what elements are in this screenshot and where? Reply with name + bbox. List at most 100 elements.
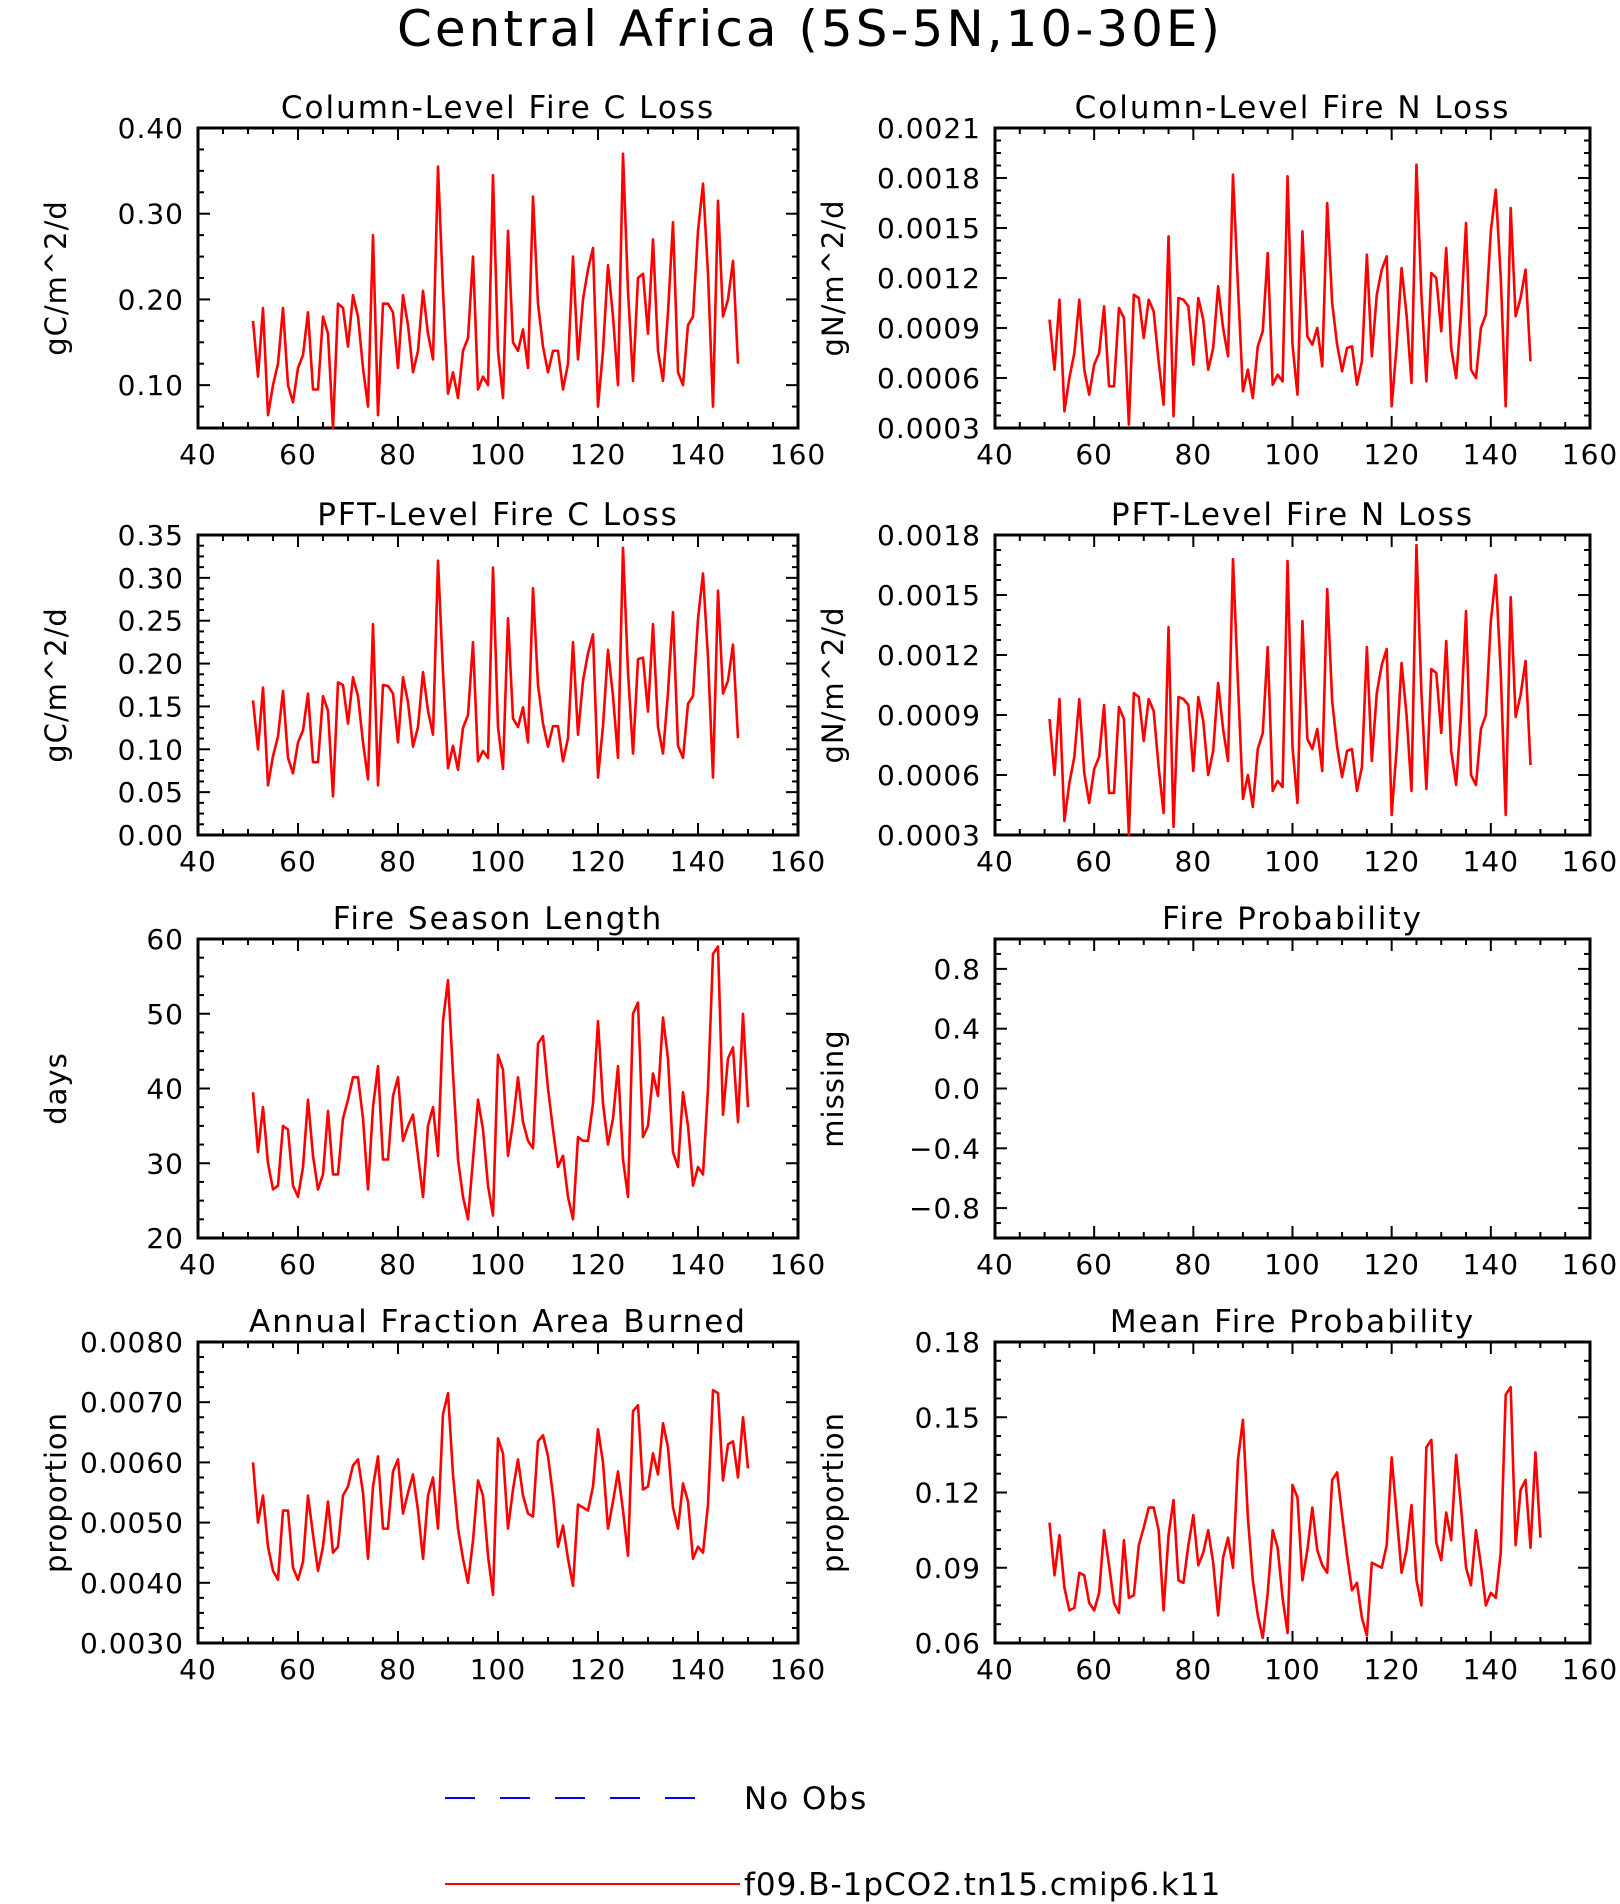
- x-tick-label: 40: [976, 845, 1014, 878]
- y-axis-label: gN/m^2/d: [816, 199, 850, 356]
- series-line: [251, 1388, 750, 1597]
- series-line: [1048, 543, 1532, 837]
- x-tick-label: 60: [279, 845, 317, 878]
- x-tick-label: 100: [470, 845, 526, 878]
- x-tick-label: 160: [770, 438, 826, 471]
- x-tick-label: 120: [1363, 1248, 1419, 1281]
- panels: Column-Level Fire C Loss 40 60 80 100 120 140 1…: [39, 90, 1618, 1686]
- y-tick-label: 40: [146, 1073, 184, 1106]
- x-tick-label: 140: [1463, 1248, 1519, 1281]
- y-tick-label: 0.40: [118, 112, 184, 145]
- y-axis-label: gC/m^2/d: [39, 607, 73, 763]
- y-tick-label: 0.0050: [80, 1507, 184, 1540]
- panel-1: Column-Level Fire C Loss 40 60 80 100 120 140 1…: [39, 90, 826, 471]
- y-axis-label: days: [39, 1052, 73, 1124]
- x-tick-label: 120: [570, 438, 626, 471]
- x-tick-label: 60: [1075, 438, 1113, 471]
- panel-title: Fire Season Length: [333, 901, 663, 937]
- x-tick-label: 80: [379, 438, 417, 471]
- panel-title: Mean Fire Probability: [1110, 1304, 1475, 1340]
- x-tick-label: 160: [1562, 438, 1618, 471]
- y-tick-label: 0.0006: [877, 759, 981, 792]
- y-tick-label: 0.0009: [877, 312, 981, 345]
- y-tick-label: 0.0003: [877, 412, 981, 445]
- x-tick-label: 80: [379, 845, 417, 878]
- y-tick-label: 20: [146, 1222, 184, 1255]
- y-tick-label: 0.0009: [877, 699, 981, 732]
- panel-title: PFT-Level Fire C Loss: [317, 497, 679, 533]
- x-tick-label: 140: [1463, 438, 1519, 471]
- x-tick-label: 80: [1175, 845, 1213, 878]
- x-tick-label: 140: [670, 1653, 726, 1686]
- y-tick-label: 0.0006: [877, 362, 981, 395]
- y-tick-label: 0.09: [915, 1552, 981, 1585]
- x-tick-label: 140: [1463, 845, 1519, 878]
- y-tick-label: 0.8: [933, 953, 981, 986]
- x-tick-label: 40: [976, 438, 1014, 471]
- x-tick-label: 100: [470, 1653, 526, 1686]
- x-tick-label: 140: [670, 845, 726, 878]
- y-tick-label: 0.0012: [877, 639, 981, 672]
- y-tick-label: 0.0015: [877, 579, 981, 612]
- x-tick-label: 120: [1363, 1653, 1419, 1686]
- panel-7: Annual Fraction Area Burned 40 60 80 100 120 1…: [39, 1304, 825, 1686]
- x-tick-label: 60: [1075, 1248, 1113, 1281]
- x-tick-label: 100: [1264, 845, 1320, 878]
- panel-8: Mean Fire Probability 40 60 80 100 120 140 160 0…: [816, 1304, 1618, 1686]
- y-tick-label: 0.12: [915, 1477, 981, 1510]
- x-tick-label: 80: [379, 1248, 417, 1281]
- y-tick-label: 0.30: [118, 562, 184, 595]
- y-tick-label: 0.0018: [877, 519, 981, 552]
- x-tick-label: 160: [1562, 1653, 1618, 1686]
- series-line: [251, 546, 740, 798]
- y-tick-label: 0.0060: [80, 1446, 184, 1479]
- x-tick-label: 40: [976, 1653, 1014, 1686]
- x-tick-label: 100: [470, 438, 526, 471]
- series-line: [251, 152, 740, 430]
- y-tick-label: 0.0012: [877, 262, 981, 295]
- panel-title: Column-Level Fire N Loss: [1075, 90, 1511, 126]
- panel-3: PFT-Level Fire C Loss 40 60 80 100 120 140 160 0…: [39, 497, 825, 878]
- y-axis-label: proportion: [39, 1412, 73, 1573]
- x-tick-label: 140: [670, 1248, 726, 1281]
- x-tick-label: 80: [1175, 1248, 1213, 1281]
- x-tick-label: 60: [1075, 845, 1113, 878]
- y-tick-label: 0.35: [118, 519, 184, 552]
- x-tick-label: 120: [570, 845, 626, 878]
- series-line: [1048, 1385, 1542, 1640]
- y-tick-label: −0.4: [909, 1132, 981, 1165]
- y-tick-label: 0.0070: [80, 1386, 184, 1419]
- y-tick-label: 0.30: [118, 198, 184, 231]
- y-tick-label: 0.0030: [80, 1627, 184, 1660]
- legend: No Obs f09.B-1pCO2.tn15.cmip6.k11: [445, 1781, 1220, 1903]
- x-tick-label: 120: [570, 1248, 626, 1281]
- y-tick-label: 0.0021: [877, 112, 981, 145]
- x-tick-label: 40: [976, 1248, 1014, 1281]
- y-tick-label: 0.20: [118, 648, 184, 681]
- y-tick-label: 0.0080: [80, 1326, 184, 1359]
- x-tick-label: 160: [1562, 845, 1618, 878]
- x-tick-label: 100: [470, 1248, 526, 1281]
- y-tick-label: 30: [146, 1147, 184, 1180]
- panel-title: Column-Level Fire C Loss: [281, 90, 715, 126]
- series-line: [251, 945, 750, 1221]
- y-axis-label: gC/m^2/d: [39, 200, 73, 356]
- x-tick-label: 120: [1363, 845, 1419, 878]
- y-tick-label: −0.8: [909, 1192, 981, 1225]
- panel-title: Fire Probability: [1162, 901, 1423, 937]
- panel-2: Column-Level Fire N Loss 40 60 80 100 120 140 1…: [816, 90, 1618, 471]
- x-tick-label: 160: [1562, 1248, 1618, 1281]
- y-tick-label: 0.0018: [877, 162, 981, 195]
- x-tick-label: 100: [1264, 438, 1320, 471]
- x-tick-label: 140: [1463, 1653, 1519, 1686]
- y-tick-label: 0.4: [933, 1013, 981, 1046]
- y-tick-label: 60: [146, 923, 184, 956]
- panel-6: Fire Probability 40 60 80 100 120 140 160 −0.8 −0…: [816, 901, 1618, 1281]
- x-tick-label: 80: [379, 1653, 417, 1686]
- y-tick-label: 0.05: [118, 776, 184, 809]
- x-tick-label: 40: [179, 1248, 217, 1281]
- y-tick-label: 0.0: [933, 1073, 981, 1106]
- x-tick-label: 60: [1075, 1653, 1113, 1686]
- x-tick-label: 100: [1264, 1653, 1320, 1686]
